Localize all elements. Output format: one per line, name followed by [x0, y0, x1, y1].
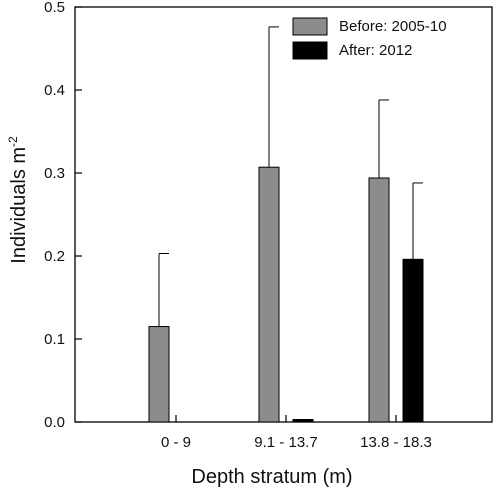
x-tick-label: 13.8 - 18.3 [360, 434, 432, 451]
y-tick-label: 0.0 [44, 414, 65, 431]
y-tick-label: 0.1 [44, 331, 65, 348]
legend-swatch-before [292, 17, 328, 36]
plot-layer: 0.0 0.1 0.2 0.3 0.4 0.5 0 - 9 9.1 - 13.7 13.8 - … [44, 0, 493, 451]
bar-before-0 [148, 326, 170, 423]
bar-after-2 [402, 258, 424, 423]
bar-before-1 [258, 166, 280, 423]
legend-label-before: Before: 2005-10 [339, 18, 447, 35]
bar-before-2 [368, 177, 390, 423]
x-tick-label: 0 - 9 [161, 434, 191, 451]
y-tick-label: 0.5 [44, 0, 65, 16]
legend: Before: 2005-10 After: 2012 [292, 17, 447, 60]
y-axis-title: Individuals m-2 [6, 136, 30, 264]
y-axis-title-superscript: -2 [6, 136, 20, 147]
y-tick-label: 0.4 [44, 82, 65, 99]
x-tick-label: 9.1 - 13.7 [254, 434, 317, 451]
x-axis-title: Depth stratum (m) [191, 466, 352, 488]
plot-frame [74, 6, 493, 423]
bar-after-1 [292, 419, 314, 423]
legend-swatch-after [292, 41, 328, 60]
y-tick-label: 0.3 [44, 165, 65, 182]
legend-label-after: After: 2012 [339, 42, 412, 59]
y-axis-title-main: Individuals m [8, 147, 30, 264]
y-tick-label: 0.2 [44, 248, 65, 265]
